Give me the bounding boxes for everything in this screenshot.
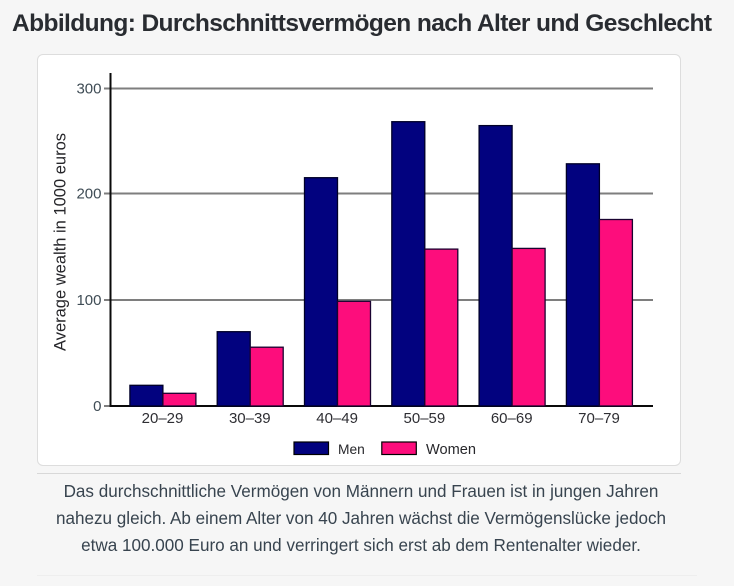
svg-text:Men: Men: [338, 442, 365, 457]
svg-text:20–29: 20–29: [142, 410, 184, 427]
svg-text:50–59: 50–59: [404, 410, 446, 427]
svg-text:70–79: 70–79: [578, 410, 620, 427]
svg-text:300: 300: [76, 81, 101, 98]
svg-text:100: 100: [76, 292, 101, 309]
svg-text:Average wealth in 1000 euros: Average wealth in 1000 euros: [52, 133, 70, 351]
svg-text:60–69: 60–69: [491, 410, 533, 427]
svg-text:30–39: 30–39: [229, 410, 271, 427]
svg-text:40–49: 40–49: [316, 410, 358, 427]
svg-text:0: 0: [93, 398, 101, 415]
svg-text:200: 200: [76, 186, 101, 203]
svg-text:Women: Women: [426, 442, 476, 458]
